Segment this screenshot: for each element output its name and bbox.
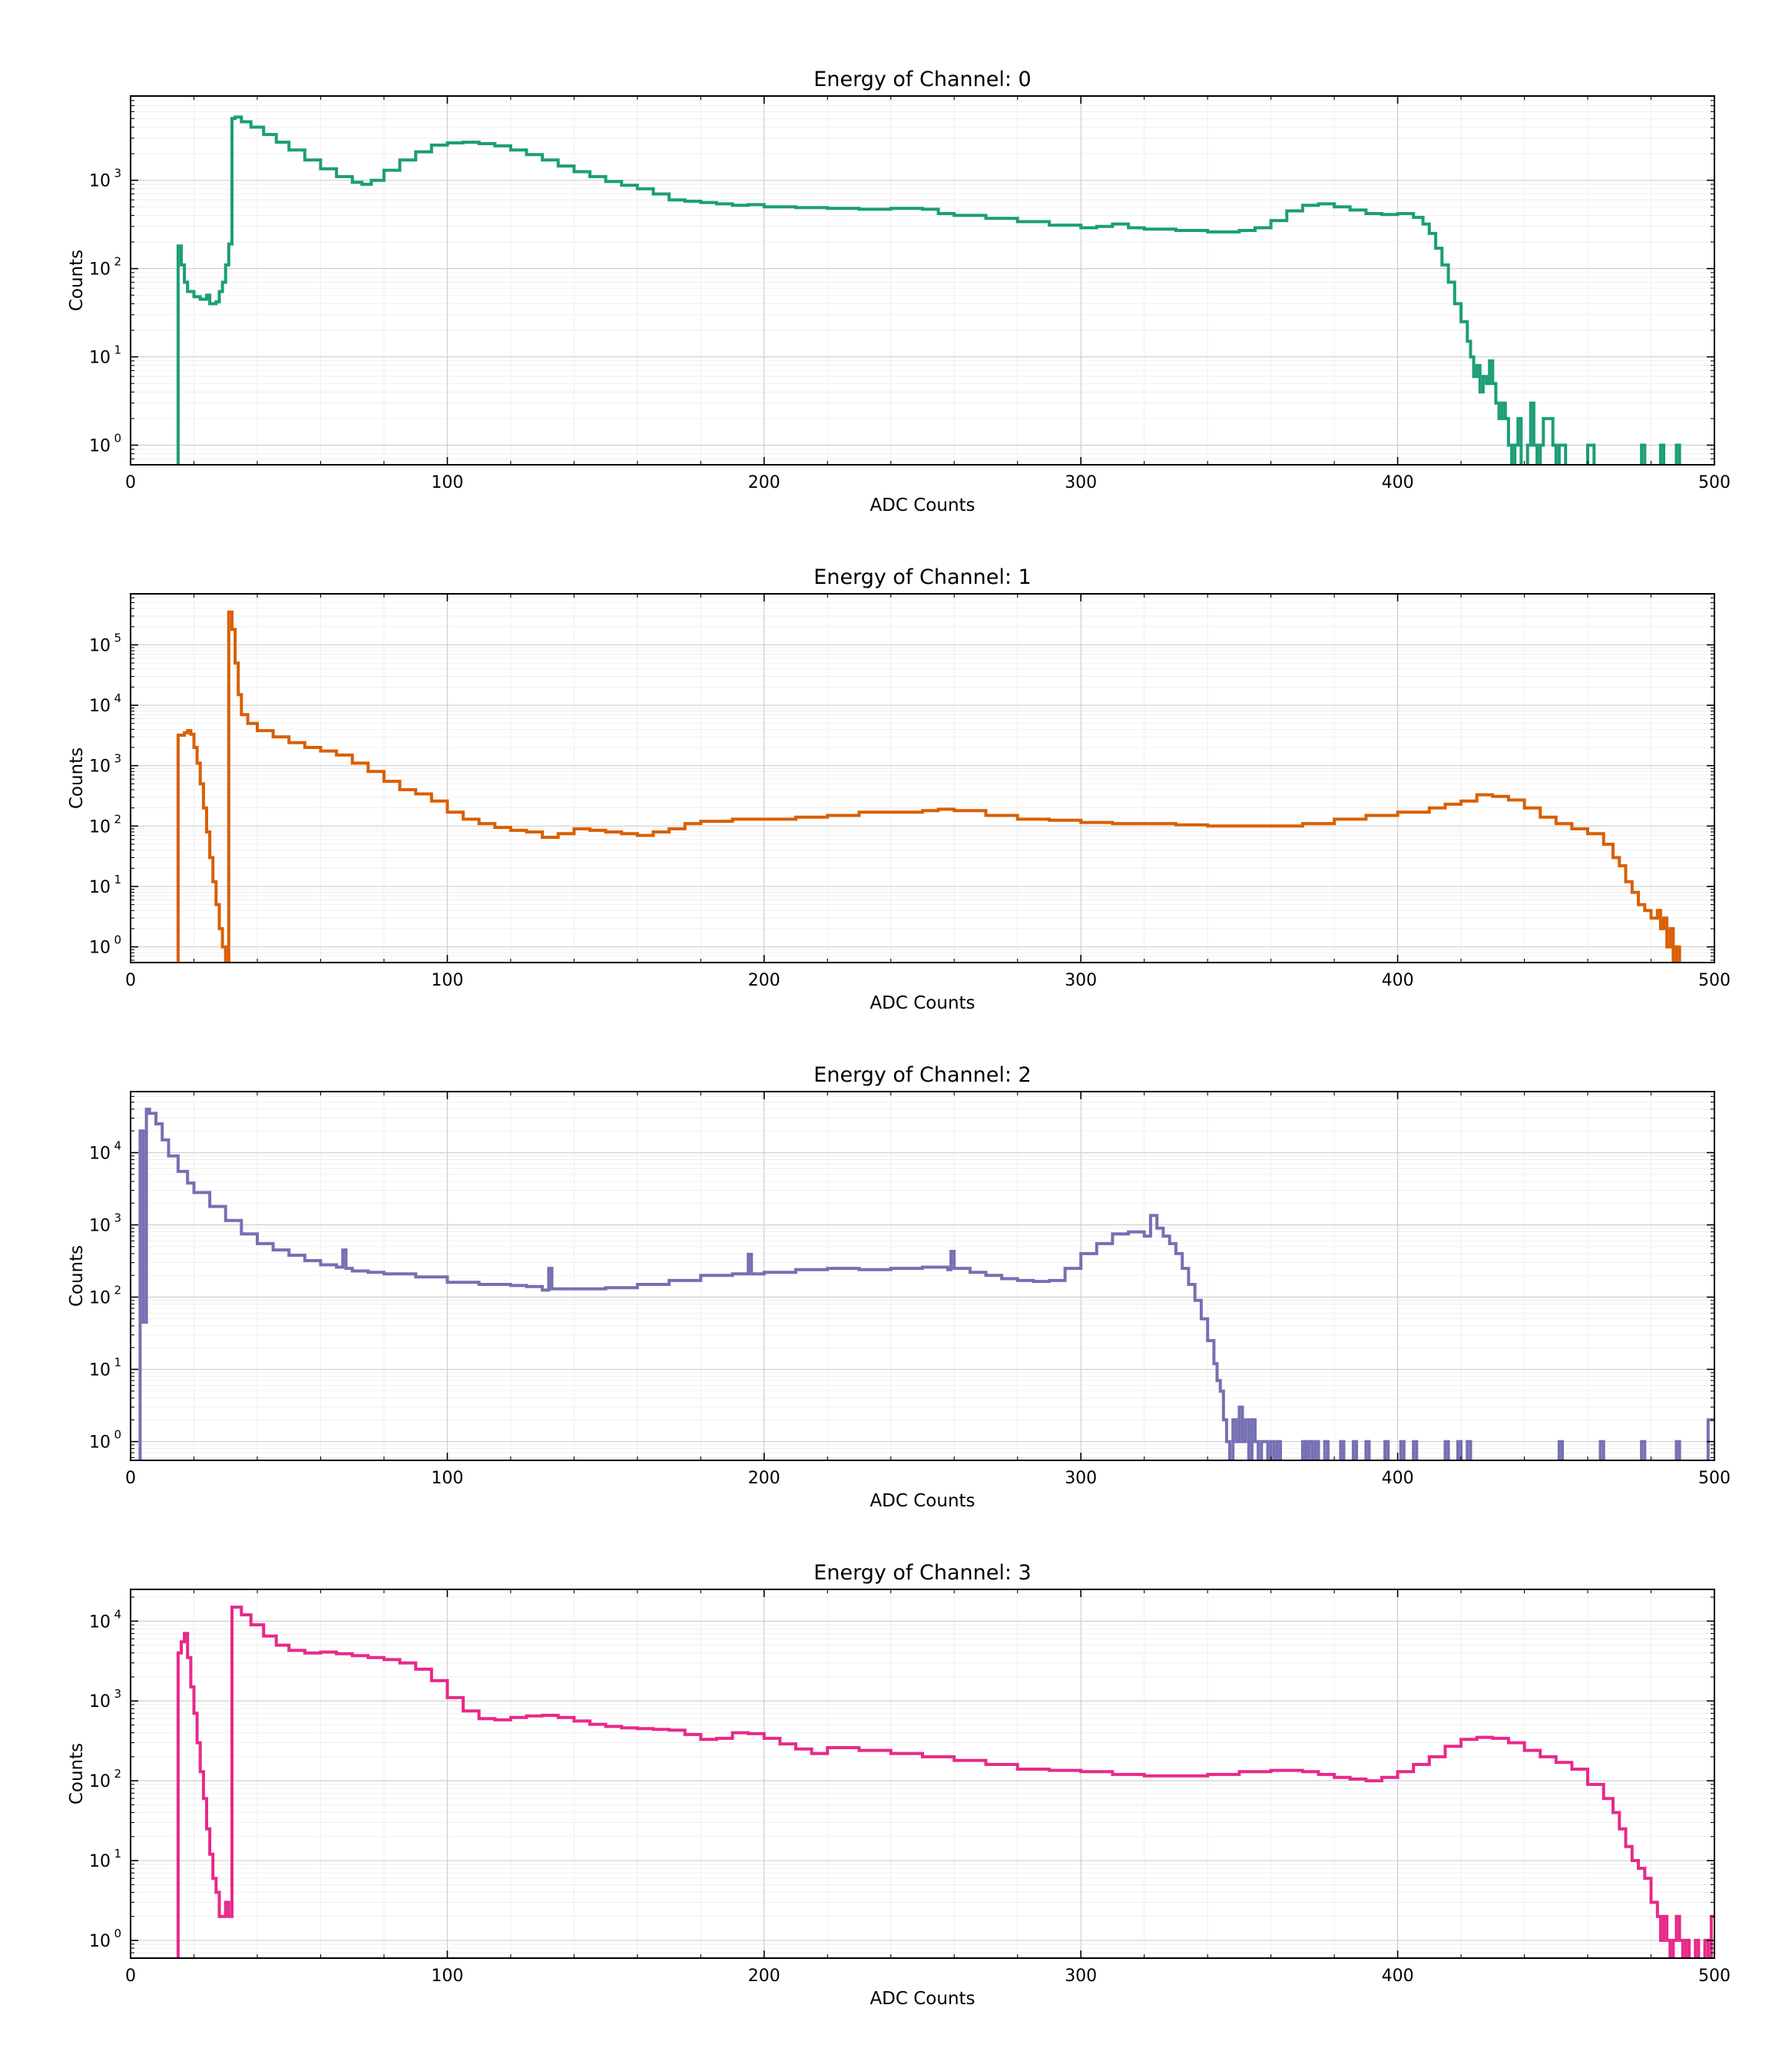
x-axis-label: ADC Counts	[870, 1989, 975, 2009]
y-tick-label: 10	[89, 260, 111, 280]
x-tick-label: 500	[1698, 1469, 1731, 1488]
y-tick-exponent: 3	[114, 752, 121, 766]
y-tick-exponent: 0	[114, 432, 121, 446]
y-tick-label: 10	[89, 757, 111, 777]
x-tick-label: 300	[1065, 473, 1097, 492]
y-tick-label: 10	[89, 1361, 111, 1380]
x-tick-label: 0	[125, 473, 136, 492]
x-tick-label: 400	[1382, 1469, 1414, 1488]
y-axis-label: Counts	[67, 1743, 87, 1804]
x-tick-label: 100	[431, 971, 463, 990]
x-tick-label: 400	[1382, 1967, 1414, 1986]
x-tick-label: 300	[1065, 1967, 1097, 1986]
plot-frame	[130, 95, 1715, 466]
histogram-series	[176, 1606, 1714, 1958]
y-tick-exponent: 4	[114, 1138, 121, 1152]
y-tick-exponent: 5	[114, 631, 121, 645]
x-tick-label: 0	[125, 971, 136, 990]
x-tick-label: 100	[431, 473, 463, 492]
y-tick-exponent: 0	[114, 933, 121, 947]
y-tick-label: 10	[89, 1772, 111, 1791]
y-tick-label: 10	[89, 697, 111, 716]
x-tick-label: 200	[748, 1967, 780, 1986]
y-tick-label: 10	[89, 1433, 111, 1453]
plot-frame	[130, 593, 1715, 963]
y-tick-label: 10	[89, 1289, 111, 1308]
y-tick-exponent: 3	[114, 167, 121, 181]
y-tick-exponent: 2	[114, 1767, 121, 1781]
y-axis-label: Counts	[67, 1245, 87, 1307]
y-tick-label: 10	[89, 1216, 111, 1235]
y-tick-label: 10	[89, 172, 111, 191]
y-tick-exponent: 2	[114, 1284, 121, 1297]
y-tick-exponent: 0	[114, 1927, 121, 1940]
x-axis-label: ADC Counts	[870, 495, 975, 515]
x-tick-label: 500	[1698, 473, 1731, 492]
x-tick-label: 300	[1065, 1469, 1097, 1488]
y-tick-label: 10	[89, 1852, 111, 1871]
x-tick-label: 100	[431, 1967, 463, 1986]
y-tick-exponent: 1	[114, 873, 121, 886]
y-tick-exponent: 3	[114, 1687, 121, 1701]
x-tick-label: 400	[1382, 473, 1414, 492]
y-tick-exponent: 2	[114, 812, 121, 826]
plot-frame	[130, 1091, 1715, 1461]
y-axis-label: Counts	[67, 747, 87, 809]
x-tick-label: 200	[748, 473, 780, 492]
x-tick-label: 100	[431, 1469, 463, 1488]
y-tick-label: 10	[89, 1612, 111, 1632]
chart-title: Energy of Channel: 2	[813, 1063, 1031, 1087]
x-tick-label: 200	[748, 1469, 780, 1488]
chart-title: Energy of Channel: 0	[813, 68, 1031, 91]
x-tick-label: 0	[125, 1469, 136, 1488]
histogram-series	[176, 115, 1681, 465]
histogram-series	[138, 1107, 1714, 1460]
y-tick-label: 10	[89, 939, 111, 958]
x-tick-label: 300	[1065, 971, 1097, 990]
histogram-series	[176, 610, 1681, 963]
x-axis-label: ADC Counts	[870, 993, 975, 1013]
plot-frame	[130, 1589, 1715, 1959]
y-tick-exponent: 0	[114, 1428, 121, 1442]
y-tick-label: 10	[89, 437, 111, 456]
y-tick-label: 10	[89, 636, 111, 655]
y-tick-label: 10	[89, 878, 111, 897]
y-tick-label: 10	[89, 349, 111, 368]
y-tick-label: 10	[89, 1144, 111, 1163]
y-tick-exponent: 1	[114, 343, 121, 357]
x-tick-label: 500	[1698, 971, 1731, 990]
x-tick-label: 500	[1698, 1967, 1731, 1986]
y-tick-exponent: 1	[114, 1847, 121, 1861]
y-tick-label: 10	[89, 1932, 111, 1951]
x-tick-label: 0	[125, 1967, 136, 1986]
y-tick-exponent: 2	[114, 255, 121, 269]
y-tick-exponent: 4	[114, 1607, 121, 1621]
x-axis-label: ADC Counts	[870, 1491, 975, 1511]
x-tick-label: 400	[1382, 971, 1414, 990]
y-tick-label: 10	[89, 1692, 111, 1712]
y-tick-exponent: 1	[114, 1356, 121, 1370]
y-tick-exponent: 4	[114, 691, 121, 705]
chart-title: Energy of Channel: 1	[813, 565, 1031, 589]
y-tick-exponent: 3	[114, 1211, 121, 1224]
chart-title: Energy of Channel: 3	[813, 1561, 1031, 1585]
x-tick-label: 200	[748, 971, 780, 990]
y-tick-label: 10	[89, 817, 111, 837]
y-axis-label: Counts	[67, 250, 87, 311]
